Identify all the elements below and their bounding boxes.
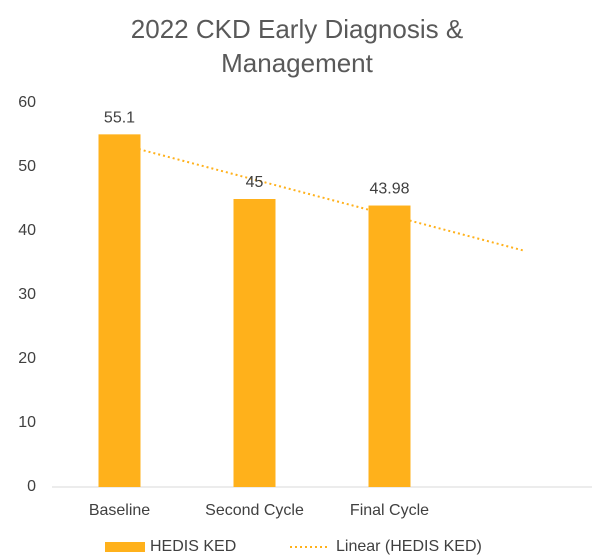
y-tick-label: 40 [18, 222, 36, 239]
bar [368, 205, 411, 487]
y-tick-label: 20 [18, 350, 36, 367]
legend-swatch [105, 542, 145, 552]
x-tick-label: Final Cycle [350, 502, 429, 519]
trendline [119, 143, 525, 252]
legend-label: Linear (HEDIS KED) [336, 538, 482, 555]
legend-label: HEDIS KED [150, 538, 236, 555]
y-tick-label: 30 [18, 286, 36, 303]
data-label: 45 [246, 174, 264, 191]
x-tick-label: Baseline [89, 502, 150, 519]
y-tick-label: 60 [18, 94, 36, 111]
data-label: 55.1 [104, 110, 135, 127]
x-tick-label: Second Cycle [205, 502, 304, 519]
bar [233, 199, 276, 487]
bar [98, 134, 141, 488]
data-label: 43.98 [369, 181, 409, 198]
chart-title: 2022 CKD Early Diagnosis & Management [130, 14, 464, 78]
y-tick-label: 10 [18, 414, 36, 431]
y-tick-label: 50 [18, 158, 36, 175]
y-tick-label: 0 [27, 478, 36, 495]
